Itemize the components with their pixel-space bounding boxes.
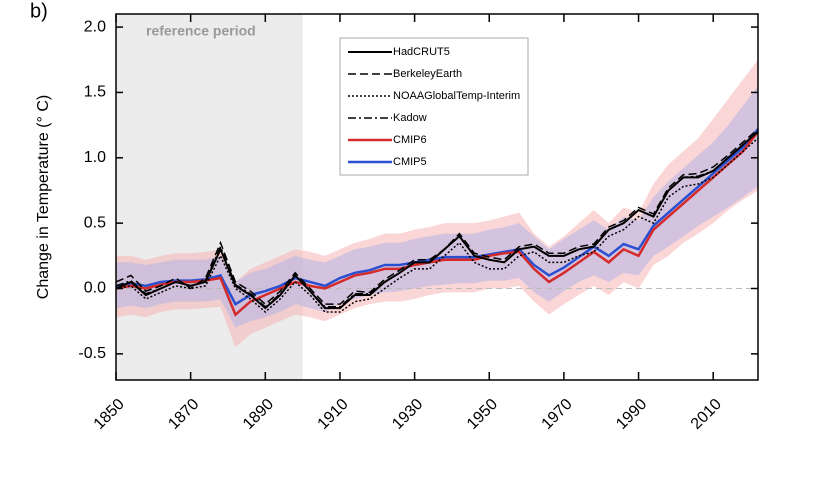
series-line bbox=[115, 128, 759, 306]
x-tick-label: 1930 bbox=[389, 396, 426, 433]
reference-period bbox=[116, 14, 303, 380]
legend-label: HadCRUT5 bbox=[393, 46, 450, 58]
x-tick-label: 1910 bbox=[315, 396, 352, 433]
legend-box bbox=[339, 37, 529, 176]
x-tick-label: 1850 bbox=[91, 396, 128, 433]
x-tick-label: 1990 bbox=[613, 396, 650, 433]
legend-label: CMIP6 bbox=[393, 134, 427, 146]
annotation: reference period bbox=[146, 23, 256, 39]
panel-label: b) bbox=[30, 0, 48, 22]
series-line bbox=[115, 130, 759, 310]
y-tick-label: 2.0 bbox=[84, 18, 106, 35]
y-axis-label: Change in Temperature (° C) bbox=[35, 95, 52, 299]
y-tick-label: 0.5 bbox=[84, 214, 106, 231]
series-line bbox=[115, 130, 759, 317]
plot-frame bbox=[115, 13, 759, 381]
legend-label: NOAAGlobalTemp-Interim bbox=[393, 90, 520, 102]
legend-label: Kadow bbox=[393, 112, 427, 124]
x-tick-label: 1890 bbox=[240, 396, 277, 433]
x-tick-label: 1870 bbox=[165, 396, 202, 433]
x-tick-label: 2010 bbox=[688, 396, 725, 433]
series-line bbox=[115, 137, 759, 314]
y-tick-label: 0.0 bbox=[84, 280, 106, 297]
legend-label: CMIP5 bbox=[393, 156, 427, 168]
x-tick-label: 1970 bbox=[539, 396, 576, 433]
y-tick-label: 1.5 bbox=[84, 84, 106, 101]
legend-label: BerkeleyEarth bbox=[393, 68, 462, 80]
y-tick-label: -0.5 bbox=[78, 345, 106, 362]
x-tick-label: 1950 bbox=[464, 396, 501, 433]
series-line bbox=[115, 128, 759, 306]
y-tick-label: 1.0 bbox=[84, 149, 106, 166]
uncertainty-band bbox=[116, 85, 758, 328]
